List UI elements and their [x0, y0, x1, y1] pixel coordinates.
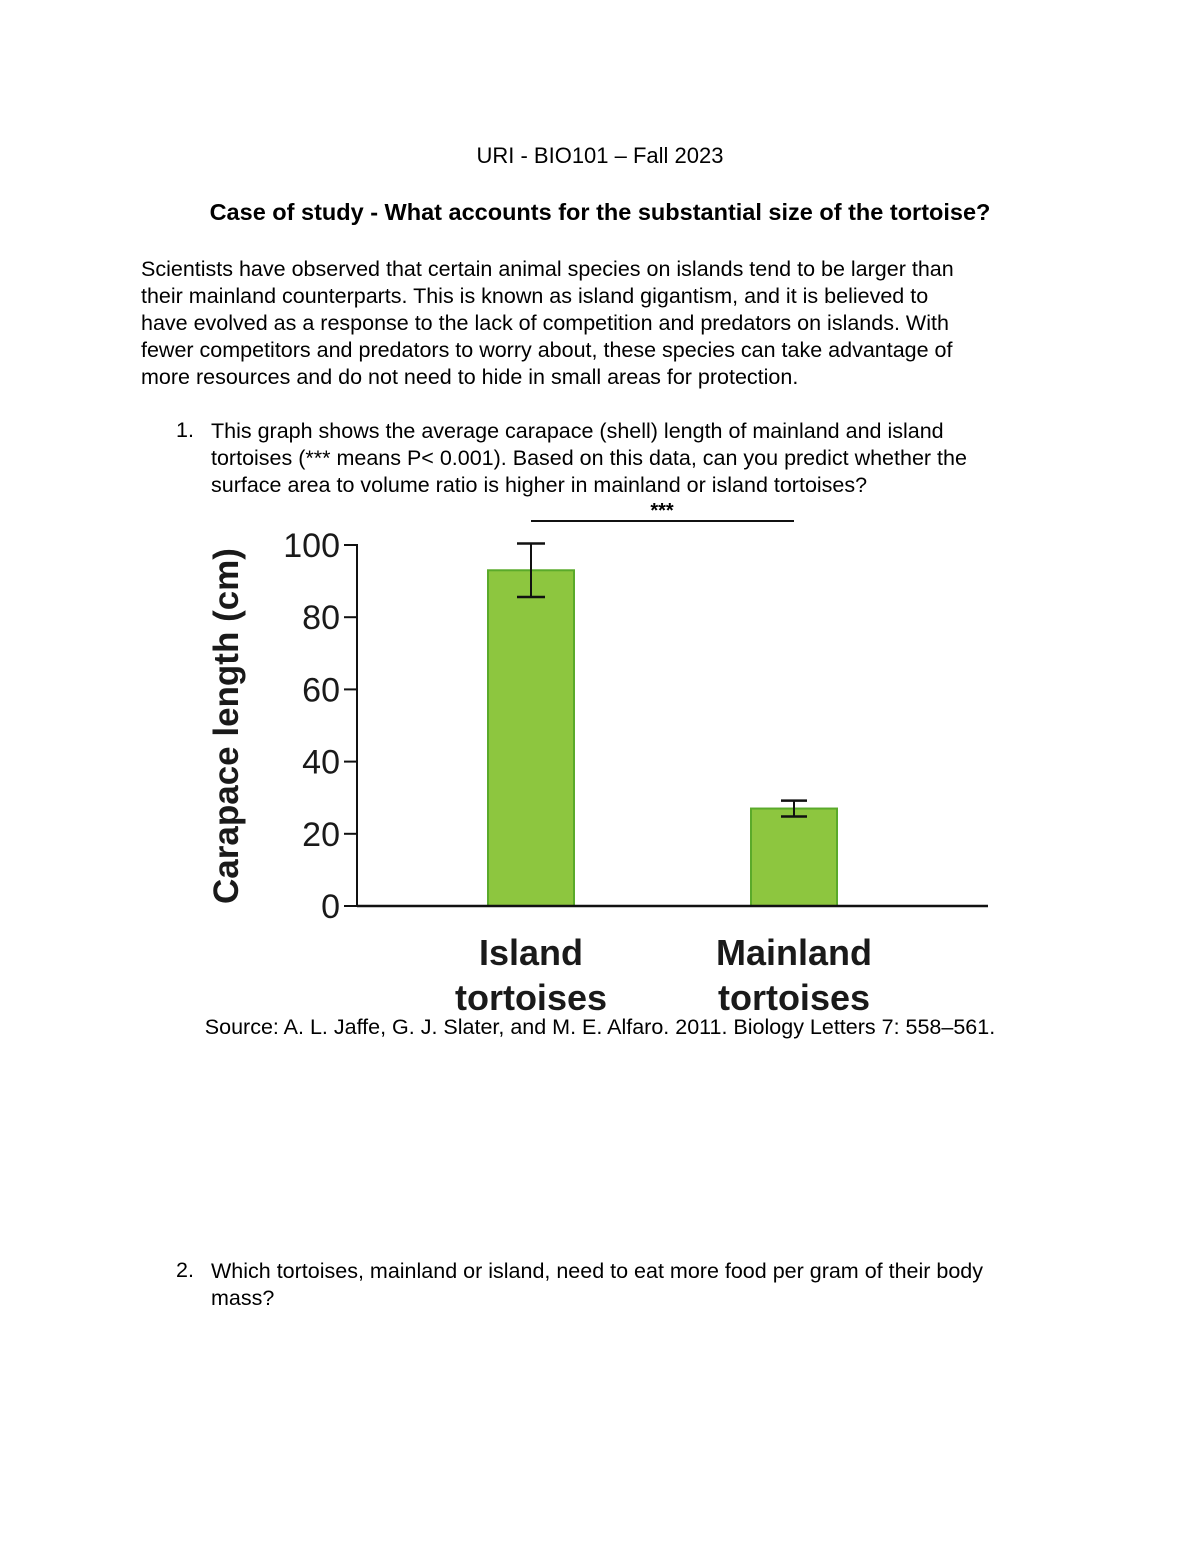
significance-label: ***: [650, 500, 674, 522]
intro-paragraph: Scientists have observed that certain an…: [141, 256, 954, 391]
bar-island: [487, 569, 575, 908]
question-line: This graph shows the average carapace (s…: [211, 419, 944, 443]
y-tick-label: 40: [302, 744, 340, 782]
x-tick-label: tortoises: [455, 977, 607, 1018]
bar-mainland: [750, 807, 838, 908]
page-title: Case of study - What accounts for the su…: [209, 199, 991, 225]
y-tick-label: 20: [302, 816, 340, 854]
question-2-number: 2.: [176, 1258, 194, 1282]
intro-line: more resources and do not need to hide i…: [141, 365, 799, 389]
x-tick-label: tortoises: [718, 977, 870, 1018]
question-2: Which tortoises, mainland or island, nee…: [211, 1258, 983, 1312]
question-1-number: 1.: [176, 418, 194, 442]
question-line: surface area to volume ratio is higher i…: [211, 473, 868, 497]
x-tick-label: Island: [479, 932, 583, 973]
intro-line: their mainland counterparts. This is kno…: [141, 284, 929, 308]
source-citation: Source: A. L. Jaffe, G. J. Slater, and M…: [204, 1015, 996, 1039]
intro-line: Scientists have observed that certain an…: [141, 257, 954, 281]
y-tick-label: 100: [283, 527, 340, 565]
question-line: tortoises (*** means P< 0.001). Based on…: [211, 446, 967, 470]
intro-line: fewer competitors and predators to worry…: [141, 338, 953, 362]
intro-line: have evolved as a response to the lack o…: [141, 311, 949, 335]
question-line: mass?: [211, 1286, 275, 1310]
y-tick-label: 60: [302, 671, 340, 709]
y-axis-label: Carapace length (cm): [207, 548, 246, 904]
question-1: This graph shows the average carapace (s…: [211, 418, 967, 499]
question-line: Which tortoises, mainland or island, nee…: [211, 1259, 984, 1283]
y-tick-label: 80: [302, 599, 340, 637]
carapace-bar-chart: IslandtortoisesMainlandtortoises02040608…: [207, 500, 988, 1018]
course-header: URI - BIO101 – Fall 2023: [476, 143, 724, 168]
y-tick-label: 0: [321, 888, 340, 926]
x-tick-label: Mainland: [716, 932, 872, 973]
